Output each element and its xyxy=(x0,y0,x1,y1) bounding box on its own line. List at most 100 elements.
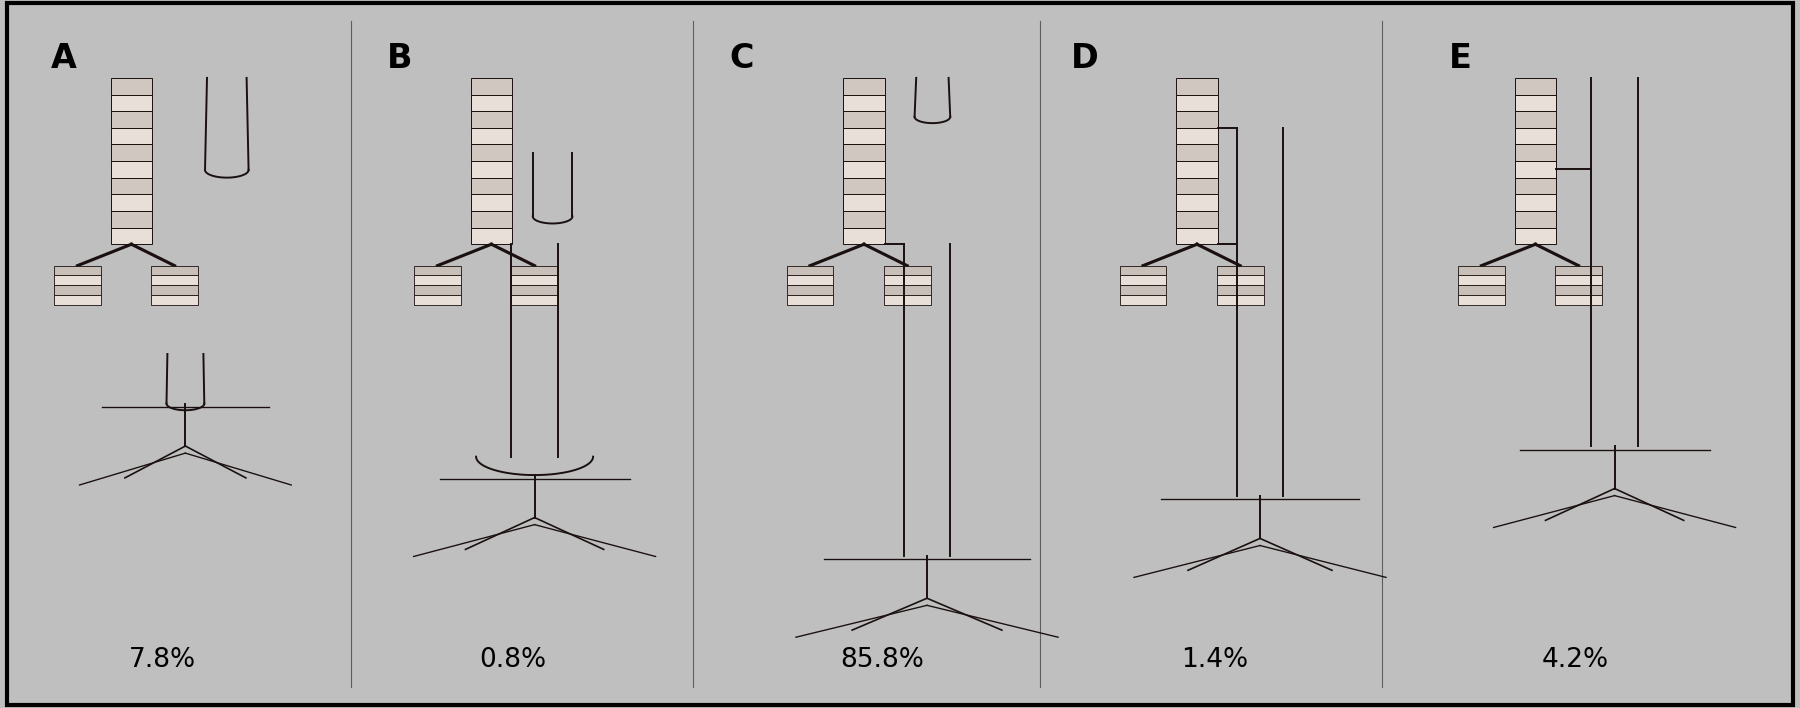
Bar xyxy=(1516,178,1555,194)
Bar xyxy=(842,194,886,211)
Bar xyxy=(1458,285,1505,295)
Bar xyxy=(112,178,151,194)
Bar xyxy=(470,178,511,194)
Bar xyxy=(1177,95,1219,111)
Text: 4.2%: 4.2% xyxy=(1541,646,1609,673)
Bar xyxy=(842,211,886,228)
Bar xyxy=(1120,275,1166,285)
Bar xyxy=(1516,95,1555,111)
Bar xyxy=(54,275,101,285)
Bar xyxy=(470,78,511,94)
Bar xyxy=(787,275,833,285)
Bar xyxy=(470,228,511,244)
Bar xyxy=(151,295,198,304)
Text: E: E xyxy=(1449,42,1472,76)
Bar xyxy=(470,95,511,111)
Bar xyxy=(1516,228,1555,244)
Bar xyxy=(112,95,151,111)
Text: D: D xyxy=(1071,42,1098,76)
Bar xyxy=(1177,144,1219,161)
Bar xyxy=(1516,128,1555,144)
Bar xyxy=(1555,285,1602,295)
Bar xyxy=(842,228,886,244)
Bar xyxy=(414,285,461,295)
Bar xyxy=(1177,78,1219,94)
Bar xyxy=(1458,266,1505,275)
Bar xyxy=(511,285,558,295)
Bar xyxy=(1516,144,1555,161)
Bar xyxy=(842,178,886,194)
Bar xyxy=(1217,266,1264,275)
Bar xyxy=(511,266,558,275)
Bar xyxy=(1555,275,1602,285)
Bar xyxy=(1120,295,1166,304)
Bar xyxy=(1516,111,1555,127)
Bar xyxy=(1555,295,1602,304)
Bar xyxy=(787,266,833,275)
Bar xyxy=(1177,178,1219,194)
Bar xyxy=(54,285,101,295)
Bar xyxy=(54,295,101,304)
Bar xyxy=(414,295,461,304)
Bar xyxy=(112,211,151,228)
Text: 7.8%: 7.8% xyxy=(128,646,196,673)
Bar xyxy=(884,275,931,285)
Bar xyxy=(1177,228,1219,244)
Bar xyxy=(470,211,511,228)
Bar xyxy=(511,275,558,285)
Bar xyxy=(470,194,511,211)
Bar xyxy=(112,194,151,211)
Bar xyxy=(112,78,151,94)
Bar xyxy=(1217,285,1264,295)
Bar xyxy=(1120,266,1166,275)
Bar xyxy=(1516,211,1555,228)
Bar xyxy=(112,128,151,144)
Bar xyxy=(1555,266,1602,275)
Bar xyxy=(151,285,198,295)
Bar xyxy=(842,128,886,144)
Bar xyxy=(470,144,511,161)
Bar xyxy=(511,295,558,304)
Text: 0.8%: 0.8% xyxy=(479,646,547,673)
Bar xyxy=(1120,285,1166,295)
Bar xyxy=(884,266,931,275)
Bar xyxy=(54,266,101,275)
Bar xyxy=(842,111,886,127)
Bar xyxy=(1516,161,1555,178)
Bar xyxy=(787,285,833,295)
Bar xyxy=(151,266,198,275)
Bar xyxy=(414,275,461,285)
Bar xyxy=(112,144,151,161)
Bar xyxy=(1217,295,1264,304)
Bar xyxy=(112,228,151,244)
Bar xyxy=(787,295,833,304)
Bar xyxy=(112,111,151,127)
Text: A: A xyxy=(50,42,76,76)
Bar xyxy=(470,161,511,178)
Bar xyxy=(470,111,511,127)
Bar xyxy=(1516,194,1555,211)
Bar xyxy=(470,128,511,144)
Bar xyxy=(1177,194,1219,211)
Text: B: B xyxy=(387,42,412,76)
Bar xyxy=(1458,295,1505,304)
Bar xyxy=(842,78,886,94)
Bar xyxy=(1177,211,1219,228)
Bar xyxy=(1458,275,1505,285)
Bar xyxy=(151,275,198,285)
Bar xyxy=(842,95,886,111)
Bar xyxy=(884,295,931,304)
Bar xyxy=(884,285,931,295)
Bar xyxy=(1177,111,1219,127)
Text: C: C xyxy=(729,42,754,76)
Text: 1.4%: 1.4% xyxy=(1181,646,1249,673)
Bar xyxy=(112,161,151,178)
Bar xyxy=(1217,275,1264,285)
Bar xyxy=(1177,161,1219,178)
Bar xyxy=(842,144,886,161)
Bar xyxy=(414,266,461,275)
Text: 85.8%: 85.8% xyxy=(841,646,923,673)
Bar xyxy=(842,161,886,178)
Bar xyxy=(1177,128,1219,144)
Bar xyxy=(1516,78,1555,94)
